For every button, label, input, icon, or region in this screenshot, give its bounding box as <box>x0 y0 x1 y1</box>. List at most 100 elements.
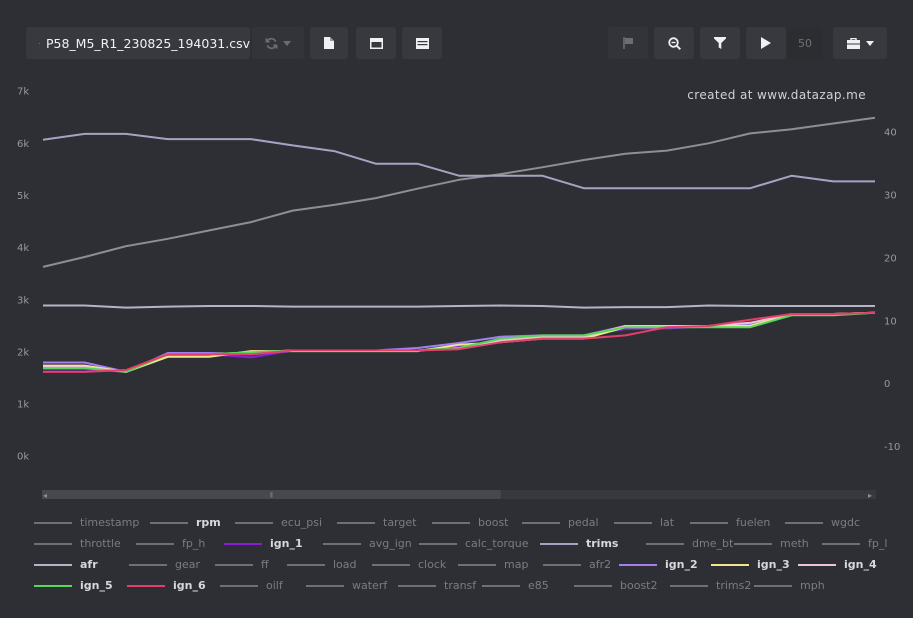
legend-swatch <box>482 584 520 587</box>
legend-item-ecu-psi[interactable]: ecu_psi <box>235 512 322 533</box>
legend-item-oilf[interactable]: oilf <box>220 575 283 596</box>
legend-swatch <box>127 584 165 587</box>
legend-swatch <box>150 521 188 524</box>
tools-dropdown-button[interactable] <box>833 27 887 59</box>
legend-item-avg-ign[interactable]: avg_ign <box>323 533 412 554</box>
legend-item-dme-bt[interactable]: dme_bt <box>646 533 733 554</box>
legend-item-ff[interactable]: ff <box>215 554 269 575</box>
legend-item-ign-4[interactable]: ign_4 <box>798 554 877 575</box>
legend-swatch <box>614 521 652 524</box>
legend-item-pedal[interactable]: pedal <box>522 512 599 533</box>
legend-item-ign-3[interactable]: ign_3 <box>711 554 790 575</box>
right-axis-tick-label: 40 <box>884 128 897 139</box>
legend-item-transf[interactable]: transf <box>398 575 476 596</box>
legend-label: throttle <box>80 537 121 550</box>
flag-button[interactable] <box>608 27 648 59</box>
scroll-left-arrow[interactable]: ◂ <box>43 491 47 500</box>
legend-item-e85[interactable]: e85 <box>482 575 549 596</box>
legend-item-trims2[interactable]: trims2 <box>670 575 751 596</box>
filter-icon <box>714 37 726 49</box>
legend-swatch <box>34 584 72 587</box>
legend-item-meth[interactable]: meth <box>734 533 809 554</box>
legend-label: rpm <box>196 516 221 529</box>
sync-dropdown-button[interactable] <box>252 27 304 59</box>
legend-item-ign-1[interactable]: ign_1 <box>224 533 303 554</box>
scrollbar-thumb[interactable] <box>42 490 501 499</box>
right-axis-tick-label: -10 <box>884 442 900 453</box>
legend-item-ign-2[interactable]: ign_2 <box>619 554 698 575</box>
legend-swatch <box>690 521 728 524</box>
legend-swatch <box>419 542 457 545</box>
document-button[interactable] <box>310 27 348 59</box>
legend-item-fuelen[interactable]: fuelen <box>690 512 770 533</box>
legend-item-timestamp[interactable]: timestamp <box>34 512 139 533</box>
legend-label: target <box>383 516 417 529</box>
file-name-button[interactable]: P58_M5_R1_230825_194031.csv <box>26 27 250 59</box>
legend-item-boost2[interactable]: boost2 <box>574 575 658 596</box>
play-button[interactable] <box>746 27 786 59</box>
series-line-afr[interactable] <box>43 304 875 309</box>
legend-label: fp_h <box>182 537 206 550</box>
series-line-ign-3[interactable] <box>43 311 876 373</box>
legend-item-wgdc[interactable]: wgdc <box>785 512 860 533</box>
legend-label: map <box>504 558 529 571</box>
series-line-ign-6[interactable] <box>43 311 876 373</box>
legend-swatch <box>754 584 792 587</box>
left-axis-tick-label: 6k <box>17 139 29 150</box>
legend-swatch <box>398 584 436 587</box>
legend-item-waterf[interactable]: waterf <box>306 575 387 596</box>
legend-swatch <box>574 584 612 587</box>
horizontal-scrollbar[interactable]: ◂ ▸ ⦀ <box>42 490 876 500</box>
legend-item-map[interactable]: map <box>458 554 528 575</box>
legend-item-throttle[interactable]: throttle <box>34 533 121 554</box>
zoom-button[interactable] <box>654 27 694 59</box>
legend-item-afr[interactable]: afr <box>34 554 98 575</box>
series-line-trims[interactable] <box>42 132 875 190</box>
legend-label: ign_5 <box>80 579 113 592</box>
left-axis-tick-label: 4k <box>17 243 29 254</box>
legend-item-ign-6[interactable]: ign_6 <box>127 575 206 596</box>
legend-item-fp-l[interactable]: fp_l <box>822 533 887 554</box>
legend-swatch <box>798 563 836 566</box>
legend-swatch <box>458 563 496 566</box>
table-rows-button[interactable] <box>402 27 442 59</box>
zoom-icon <box>667 36 681 50</box>
scroll-right-arrow[interactable]: ▸ <box>868 491 872 500</box>
legend-swatch <box>337 521 375 524</box>
playback-speed-input[interactable]: 50 <box>788 27 822 59</box>
legend-item-load[interactable]: load <box>287 554 357 575</box>
legend-row: afr gear ff load clock map afr2 ign_2 ign_3 ign_4 <box>34 554 904 575</box>
legend-item-trims[interactable]: trims <box>540 533 618 554</box>
legend-swatch <box>34 521 72 524</box>
legend-label: load <box>333 558 357 571</box>
legend-item-mph[interactable]: mph <box>754 575 825 596</box>
legend-label: afr2 <box>589 558 612 571</box>
series-line-rpm[interactable] <box>42 116 876 268</box>
legend-label: afr <box>80 558 98 571</box>
legend-label: pedal <box>568 516 599 529</box>
legend-item-boost[interactable]: boost <box>432 512 509 533</box>
legend-item-lat[interactable]: lat <box>614 512 674 533</box>
legend-row: ign_5 ign_6 oilf waterf transf e85 boost2 trims… <box>34 575 904 596</box>
legend-swatch <box>235 521 273 524</box>
legend-label: ign_3 <box>757 558 790 571</box>
legend-swatch <box>540 542 578 545</box>
legend-item-clock[interactable]: clock <box>372 554 446 575</box>
series-line-ign-2[interactable] <box>43 311 876 373</box>
legend-label: trims <box>586 537 619 550</box>
line-chart[interactable]: 0k 1k 2k 3k 4k 5k 6k 7k -10 0 10 20 30 40 created at… <box>0 60 913 510</box>
right-axis-ticks: -10 0 10 20 30 40 <box>884 128 900 454</box>
legend-item-fp-h[interactable]: fp_h <box>136 533 205 554</box>
legend-label: oilf <box>266 579 283 592</box>
filter-button[interactable] <box>700 27 740 59</box>
left-axis-tick-label: 2k <box>17 347 29 358</box>
legend-swatch <box>543 563 581 566</box>
legend-item-rpm[interactable]: rpm <box>150 512 221 533</box>
panel-layout-button[interactable] <box>356 27 396 59</box>
file-name-label: P58_M5_R1_230825_194031.csv <box>45 35 250 51</box>
legend-item-calc-torque[interactable]: calc_torque <box>419 533 529 554</box>
legend-item-ign-5[interactable]: ign_5 <box>34 575 113 596</box>
legend-item-gear[interactable]: gear <box>129 554 200 575</box>
legend-item-afr2[interactable]: afr2 <box>543 554 611 575</box>
legend-item-target[interactable]: target <box>337 512 416 533</box>
